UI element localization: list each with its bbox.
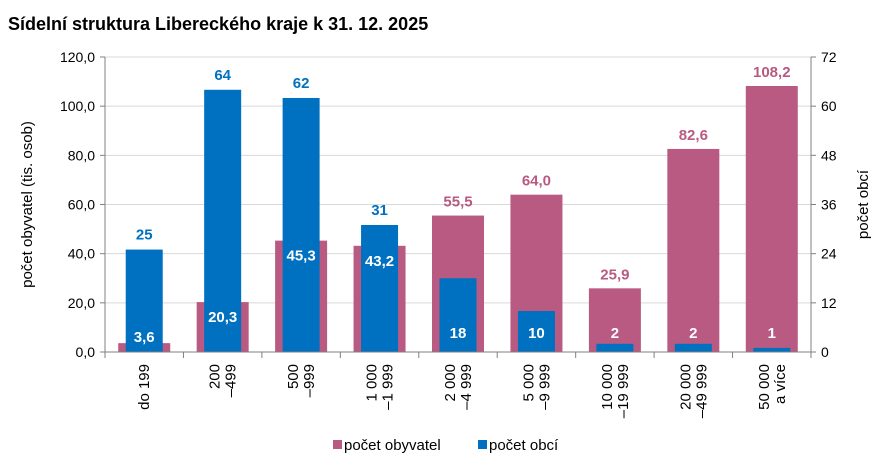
x-tick-label: –999 <box>301 364 318 397</box>
y-right-axis-title: počet obcí <box>855 169 872 239</box>
bar-population <box>588 288 641 352</box>
x-tick-label: 1 000 <box>364 364 381 402</box>
bar-municipalities <box>596 343 634 352</box>
data-label-municipalities: 2 <box>611 325 619 342</box>
data-label-population: 55,5 <box>443 194 472 211</box>
y-left-tick-label: 0,0 <box>76 344 96 360</box>
data-label-municipalities: 64 <box>214 67 231 84</box>
data-label-population: 43,2 <box>365 253 394 270</box>
y-left-axis-title: počet obyvatel (tis. osob) <box>19 121 36 288</box>
x-tick-label: 50 000 <box>756 364 773 410</box>
bar-municipalities <box>517 311 555 352</box>
data-label-population: 108,2 <box>753 64 791 81</box>
y-left-tick-label: 60,0 <box>68 197 95 213</box>
data-label-population: 25,9 <box>600 266 629 283</box>
data-label-municipalities: 1 <box>768 325 776 342</box>
y-left-tick-label: 80,0 <box>68 147 95 163</box>
y-right-tick-label: 60 <box>821 98 837 114</box>
x-tick-label: 5 000 <box>520 364 537 402</box>
x-tick-label: 2 000 <box>442 364 459 402</box>
x-tick-label: –49 999 <box>693 364 710 418</box>
bar-municipalities <box>439 278 477 352</box>
data-label-municipalities: 10 <box>528 325 545 342</box>
y-right-tick-label: 36 <box>821 197 837 213</box>
y-left-tick-label: 120,0 <box>60 49 95 65</box>
x-tick-label: 20 000 <box>677 364 694 410</box>
x-tick-label: –499 <box>223 364 240 397</box>
y-right-tick-label: 24 <box>821 246 837 262</box>
legend-swatch-municipalities <box>478 440 487 449</box>
x-tick-label: –1 999 <box>380 364 397 410</box>
data-label-municipalities: 25 <box>136 227 153 244</box>
y-right-tick-label: 0 <box>821 344 829 360</box>
x-tick-label: 10 000 <box>599 364 616 410</box>
bar-municipalities <box>361 224 399 352</box>
x-tick-label: 200 <box>207 364 224 389</box>
data-label-population: 20,3 <box>208 309 237 326</box>
y-left-tick-label: 100,0 <box>60 98 95 114</box>
y-right-tick-label: 48 <box>821 147 837 163</box>
x-tick-label: 500 <box>285 364 302 389</box>
y-right-tick-label: 72 <box>821 49 837 65</box>
legend-swatch-population <box>333 440 342 449</box>
data-label-municipalities: 2 <box>689 325 697 342</box>
x-tick-label: –4 999 <box>458 364 475 410</box>
legend-label-population: počet obyvatel <box>344 437 441 454</box>
bar-population <box>745 86 798 352</box>
data-label-population: 3,6 <box>134 329 155 346</box>
legend-label-municipalities: počet obcí <box>489 437 559 454</box>
y-right-tick-label: 12 <box>821 295 837 311</box>
bar-population <box>667 148 720 352</box>
y-left-tick-label: 20,0 <box>68 295 95 311</box>
bar-municipalities <box>125 249 163 352</box>
data-label-population: 82,6 <box>679 127 708 144</box>
bar-municipalities <box>674 343 712 352</box>
x-tick-label: a více <box>772 364 789 404</box>
data-label-municipalities: 62 <box>293 75 310 92</box>
x-tick-label: –19 999 <box>615 364 632 418</box>
data-label-municipalities: 31 <box>371 202 388 219</box>
y-left-tick-label: 40,0 <box>68 246 95 262</box>
data-label-population: 45,3 <box>287 248 316 265</box>
bar-municipalities <box>282 97 320 352</box>
x-tick-label: do 199 <box>136 364 153 410</box>
data-label-population: 64,0 <box>522 173 551 190</box>
bar-municipalities <box>204 89 242 353</box>
x-tick-label: –9 999 <box>536 364 553 410</box>
bar-municipalities <box>753 347 791 352</box>
data-label-municipalities: 18 <box>450 325 467 342</box>
chart-title: Sídelní struktura Libereckého kraje k 31… <box>8 14 429 34</box>
